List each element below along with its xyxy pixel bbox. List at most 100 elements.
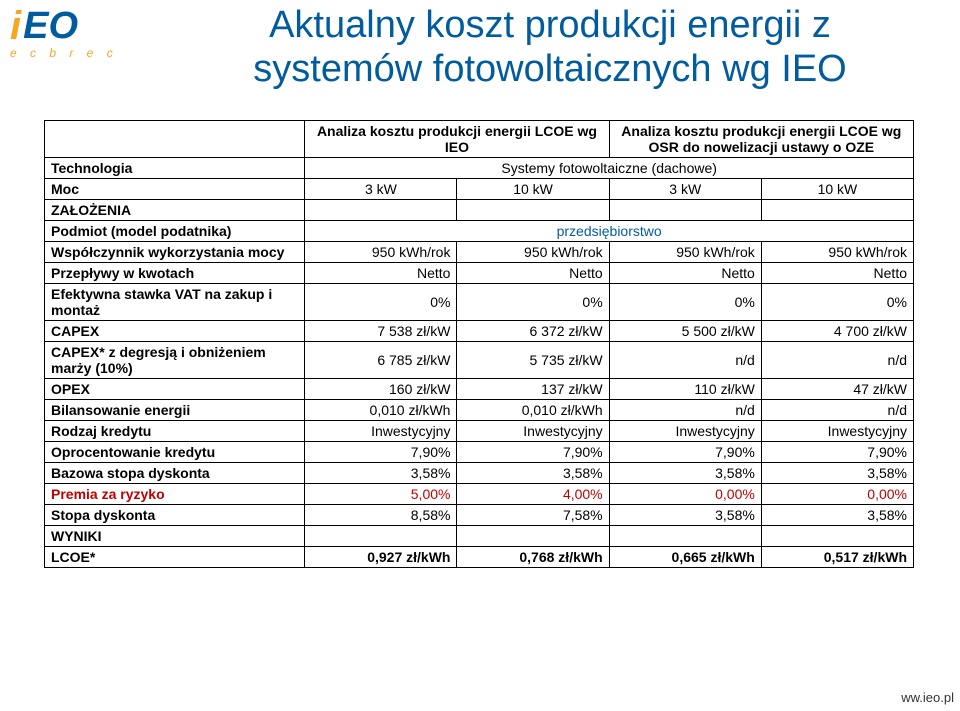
- row-label: Podmiot (model podatnika): [45, 221, 305, 242]
- cell: n/d: [761, 342, 913, 379]
- cell: 5 500 zł/kW: [609, 321, 761, 342]
- table-row: Współczynnik wykorzystania mocy 950 kWh/…: [45, 242, 914, 263]
- row-label: Technologia: [45, 158, 305, 179]
- header-group-a: Analiza kosztu produkcji energii LCOE wg…: [305, 121, 609, 158]
- cell: 110 zł/kW: [609, 379, 761, 400]
- row-label: LCOE*: [45, 547, 305, 568]
- cell: 950 kWh/rok: [305, 242, 457, 263]
- cell: 0,665 zł/kWh: [609, 547, 761, 568]
- cell: 47 zł/kW: [761, 379, 913, 400]
- row-label: Przepływy w kwotach: [45, 263, 305, 284]
- table-row: Stopa dyskonta 8,58% 7,58% 3,58% 3,58%: [45, 505, 914, 526]
- table-row: Efektywna stawka VAT na zakup i montaż 0…: [45, 284, 914, 321]
- cell: 950 kWh/rok: [609, 242, 761, 263]
- cell: 4,00%: [457, 484, 609, 505]
- cell: 3,58%: [609, 463, 761, 484]
- header-group-b: Analiza kosztu produkcji energii LCOE wg…: [609, 121, 913, 158]
- cell: 3 kW: [305, 179, 457, 200]
- row-label: Bazowa stopa dyskonta: [45, 463, 305, 484]
- cell: 3,58%: [761, 505, 913, 526]
- cell: Inwestycyjny: [457, 421, 609, 442]
- cell: 137 zł/kW: [457, 379, 609, 400]
- section-label: WYNIKI: [45, 526, 305, 547]
- row-label: OPEX: [45, 379, 305, 400]
- cell: Netto: [457, 263, 609, 284]
- cell: 0%: [761, 284, 913, 321]
- data-table: Analiza kosztu produkcji energii LCOE wg…: [44, 120, 914, 568]
- cell: Netto: [761, 263, 913, 284]
- row-label: Oprocentowanie kredytu: [45, 442, 305, 463]
- row-label: Współczynnik wykorzystania mocy: [45, 242, 305, 263]
- header-blank: [45, 121, 305, 158]
- cell: 4 700 zł/kW: [761, 321, 913, 342]
- cell: 3,58%: [457, 463, 609, 484]
- cell-empty: [609, 200, 761, 221]
- cell: Inwestycyjny: [609, 421, 761, 442]
- cell: 0,927 zł/kWh: [305, 547, 457, 568]
- cell: 950 kWh/rok: [457, 242, 609, 263]
- cell: Inwestycyjny: [305, 421, 457, 442]
- cell: 10 kW: [457, 179, 609, 200]
- row-label: Efektywna stawka VAT na zakup i montaż: [45, 284, 305, 321]
- logo-subtitle: e c b r e c: [10, 46, 120, 60]
- cell: Netto: [609, 263, 761, 284]
- cell: 8,58%: [305, 505, 457, 526]
- table-row: Przepływy w kwotach Netto Netto Netto Ne…: [45, 263, 914, 284]
- row-label: CAPEX* z degresją i obniżeniem marży (10…: [45, 342, 305, 379]
- cell: 10 kW: [761, 179, 913, 200]
- cell: 7 538 zł/kW: [305, 321, 457, 342]
- cell: 3,58%: [609, 505, 761, 526]
- cell-empty: [761, 200, 913, 221]
- table-row: Moc 3 kW 10 kW 3 kW 10 kW: [45, 179, 914, 200]
- cell: 0%: [305, 284, 457, 321]
- logo-top: i EO: [10, 8, 120, 44]
- cell: 0%: [609, 284, 761, 321]
- row-label: Rodzaj kredytu: [45, 421, 305, 442]
- table-row-section: WYNIKI: [45, 526, 914, 547]
- cell: Inwestycyjny: [761, 421, 913, 442]
- row-label: Stopa dyskonta: [45, 505, 305, 526]
- cell: 3,58%: [761, 463, 913, 484]
- row-label: Bilansowanie energii: [45, 400, 305, 421]
- cell: Netto: [305, 263, 457, 284]
- cell-empty: [761, 526, 913, 547]
- cell: 0,010 zł/kWh: [305, 400, 457, 421]
- cell: 160 zł/kW: [305, 379, 457, 400]
- cell: 3 kW: [609, 179, 761, 200]
- cell: 0,768 zł/kWh: [457, 547, 609, 568]
- slide-title: Aktualny koszt produkcji energii z syste…: [180, 4, 920, 91]
- cell: 0,00%: [761, 484, 913, 505]
- cell: 0,517 zł/kWh: [761, 547, 913, 568]
- cell-empty: [609, 526, 761, 547]
- table-row: LCOE* 0,927 zł/kWh 0,768 zł/kWh 0,665 zł…: [45, 547, 914, 568]
- cell-empty: [457, 200, 609, 221]
- table-row: Bazowa stopa dyskonta 3,58% 3,58% 3,58% …: [45, 463, 914, 484]
- footer-link: ww.ieo.pl: [901, 690, 954, 705]
- data-table-wrap: Analiza kosztu produkcji energii LCOE wg…: [44, 120, 914, 568]
- cell: 5 735 zł/kW: [457, 342, 609, 379]
- row-value-merged: przedsiębiorstwo: [305, 221, 914, 242]
- table-row: Bilansowanie energii 0,010 zł/kWh 0,010 …: [45, 400, 914, 421]
- cell: 7,90%: [305, 442, 457, 463]
- table-row: CAPEX 7 538 zł/kW 6 372 zł/kW 5 500 zł/k…: [45, 321, 914, 342]
- cell: 0,00%: [609, 484, 761, 505]
- cell: 6 785 zł/kW: [305, 342, 457, 379]
- cell: n/d: [761, 400, 913, 421]
- table-row: Premia za ryzyko 5,00% 4,00% 0,00% 0,00%: [45, 484, 914, 505]
- table-row: OPEX 160 zł/kW 137 zł/kW 110 zł/kW 47 zł…: [45, 379, 914, 400]
- row-label: CAPEX: [45, 321, 305, 342]
- cell: n/d: [609, 400, 761, 421]
- table-row: CAPEX* z degresją i obniżeniem marży (10…: [45, 342, 914, 379]
- cell: 0,010 zł/kWh: [457, 400, 609, 421]
- table-row: Oprocentowanie kredytu 7,90% 7,90% 7,90%…: [45, 442, 914, 463]
- cell-empty: [305, 200, 457, 221]
- row-value-merged: Systemy fotowoltaiczne (dachowe): [305, 158, 914, 179]
- logo: i EO e c b r e c: [10, 8, 120, 60]
- logo-i: i: [10, 8, 21, 44]
- table-row: Rodzaj kredytu Inwestycyjny Inwestycyjny…: [45, 421, 914, 442]
- table-row: Technologia Systemy fotowoltaiczne (dach…: [45, 158, 914, 179]
- section-label: ZAŁOŻENIA: [45, 200, 305, 221]
- table-row: Podmiot (model podatnika) przedsiębiorst…: [45, 221, 914, 242]
- logo-eo: EO: [23, 9, 78, 43]
- table-row-section: ZAŁOŻENIA: [45, 200, 914, 221]
